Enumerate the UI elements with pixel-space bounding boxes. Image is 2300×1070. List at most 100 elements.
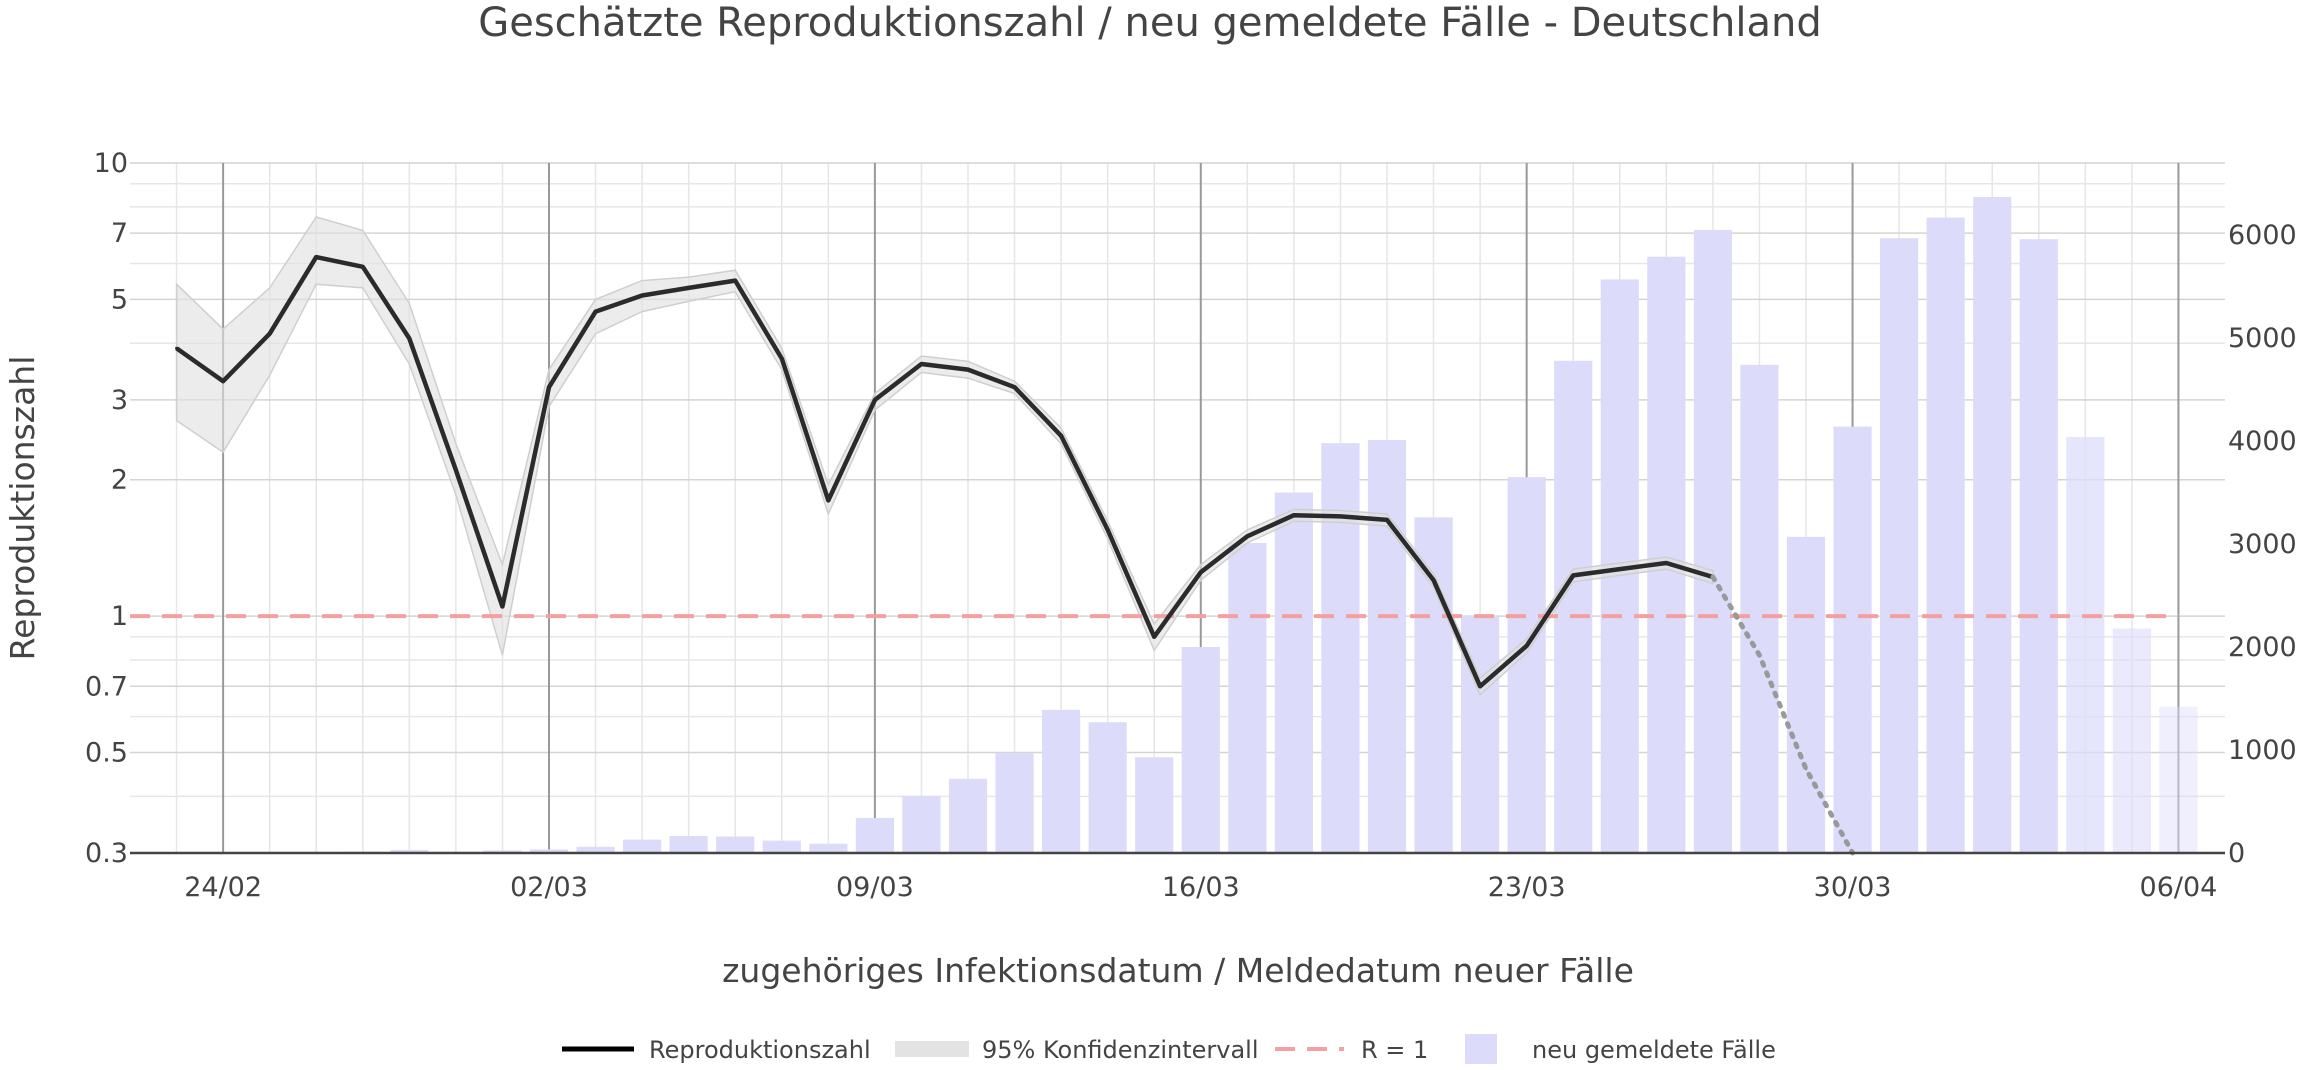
- bar: [716, 836, 755, 853]
- bar: [1554, 360, 1593, 853]
- y-tick-label: 3: [111, 385, 128, 416]
- reproduction-point: [594, 310, 598, 314]
- bar: [576, 846, 615, 853]
- bar: [1740, 364, 1779, 853]
- bar: [1926, 217, 1965, 853]
- bar: [1274, 492, 1313, 853]
- bar: [2066, 436, 2105, 853]
- bar: [948, 778, 988, 853]
- forecast-point: [1757, 653, 1761, 657]
- y2-tick-label: 6000: [2228, 220, 2297, 251]
- reproduction-point: [454, 468, 458, 472]
- y-tick-label: 10: [94, 148, 128, 179]
- bar: [1973, 196, 2012, 853]
- y2-tick-label: 0: [2228, 838, 2245, 869]
- reproduction-point: [500, 605, 504, 608]
- reproduction-point: [826, 498, 830, 502]
- forecast-point: [1711, 575, 1715, 579]
- y2-tick-label: 1000: [2228, 735, 2297, 766]
- bar: [809, 843, 848, 853]
- bar: [1786, 536, 1826, 853]
- bar: [855, 817, 894, 853]
- reproduction-point: [1571, 573, 1575, 577]
- y-tick-label: 5: [111, 284, 128, 315]
- bar: [2159, 706, 2198, 853]
- bar: [762, 840, 801, 853]
- legend-label: neu gemeldete Fälle: [1532, 1036, 1776, 1064]
- forecast-point: [1804, 767, 1808, 771]
- reproduction-point: [687, 286, 691, 290]
- x-tick-label: 02/03: [510, 872, 588, 903]
- x-tick-label: 30/03: [1814, 872, 1892, 903]
- reproduction-point: [1245, 534, 1249, 538]
- bar: [529, 849, 569, 853]
- axes-layer: 0.3 0.5 0.7 1 2 3 5 7 10 24/02 02/03 09/03 16/03 23/0…: [85, 148, 2297, 903]
- bar: [669, 836, 708, 853]
- legend: Reproduktionszahl 95% Konfidenzintervall R…: [562, 1034, 1776, 1064]
- reproduction-point: [1106, 528, 1110, 532]
- reproduction-point: [1059, 434, 1063, 438]
- legend-label: Reproduktionszahl: [649, 1036, 871, 1064]
- reproduction-point: [780, 357, 784, 361]
- confidence-band: [175, 216, 1714, 697]
- x-tick-label: 16/03: [1162, 872, 1240, 903]
- reproduction-point: [1478, 684, 1482, 688]
- bar: [902, 795, 941, 853]
- chart-title: Geschätzte Reproduktionszahl / neu gemel…: [478, 0, 1822, 46]
- reproduction-point: [640, 294, 644, 297]
- reproduction-point: [919, 362, 923, 366]
- reproduction-point: [873, 398, 877, 402]
- reproduction-line: [175, 254, 1714, 689]
- bar: [1228, 543, 1267, 853]
- bar: [390, 849, 429, 853]
- bar: [1833, 426, 1872, 853]
- y2-tick-label: 5000: [2228, 323, 2297, 354]
- reproduction-point: [1432, 578, 1436, 582]
- forecast-line: [1710, 574, 1856, 856]
- bar: [2019, 239, 2058, 853]
- x-axis-title: zugehöriges Infektionsdatum / Meldedatum…: [722, 951, 1634, 990]
- bar: [1693, 229, 1732, 853]
- bar: [1042, 709, 1081, 853]
- bar: [623, 839, 662, 853]
- reproduction-point: [1618, 567, 1622, 571]
- x-tick-label: 24/02: [184, 872, 262, 903]
- bar: [2112, 628, 2151, 853]
- lines-layer: [175, 254, 1856, 856]
- y-tick-label: 7: [111, 218, 128, 249]
- bar: [1647, 256, 1686, 853]
- reproduction-point: [1292, 513, 1296, 517]
- bar: [1880, 238, 1919, 854]
- reproduction-point: [1199, 570, 1203, 574]
- y-tick-label: 0.7: [85, 671, 128, 702]
- legend-label: R = 1: [1361, 1036, 1428, 1064]
- y-tick-label: 1: [111, 601, 128, 632]
- reproduction-point: [1338, 514, 1342, 518]
- x-tick-label: 09/03: [836, 872, 914, 903]
- reproduction-point: [1152, 635, 1156, 639]
- bar: [483, 850, 522, 853]
- y-tick-label: 2: [111, 465, 128, 496]
- y2-tick-label: 2000: [2228, 632, 2297, 663]
- reproduction-point: [175, 346, 179, 350]
- y-tick-label: 0.5: [85, 737, 128, 768]
- legend-label: 95% Konfidenzintervall: [982, 1036, 1259, 1064]
- y2-tick-label: 3000: [2228, 529, 2297, 560]
- reproduction-point: [547, 385, 551, 389]
- bar: [1181, 647, 1220, 853]
- confidence-band-layer: [175, 216, 1714, 697]
- reproduction-point: [1013, 385, 1017, 389]
- bar: [1088, 722, 1127, 853]
- bar: [995, 753, 1034, 853]
- reproduction-point: [966, 368, 970, 372]
- bar: [1367, 440, 1407, 853]
- legend-swatch-konfidenzintervall: [895, 1041, 969, 1057]
- reproduction-point: [268, 332, 272, 336]
- reproduction-point: [1385, 518, 1389, 522]
- reproduction-point: [314, 255, 318, 259]
- y-axis-title: Reproduktionszahl: [3, 356, 42, 661]
- reproduction-point: [1664, 561, 1668, 565]
- x-tick-label: 06/04: [2140, 872, 2218, 903]
